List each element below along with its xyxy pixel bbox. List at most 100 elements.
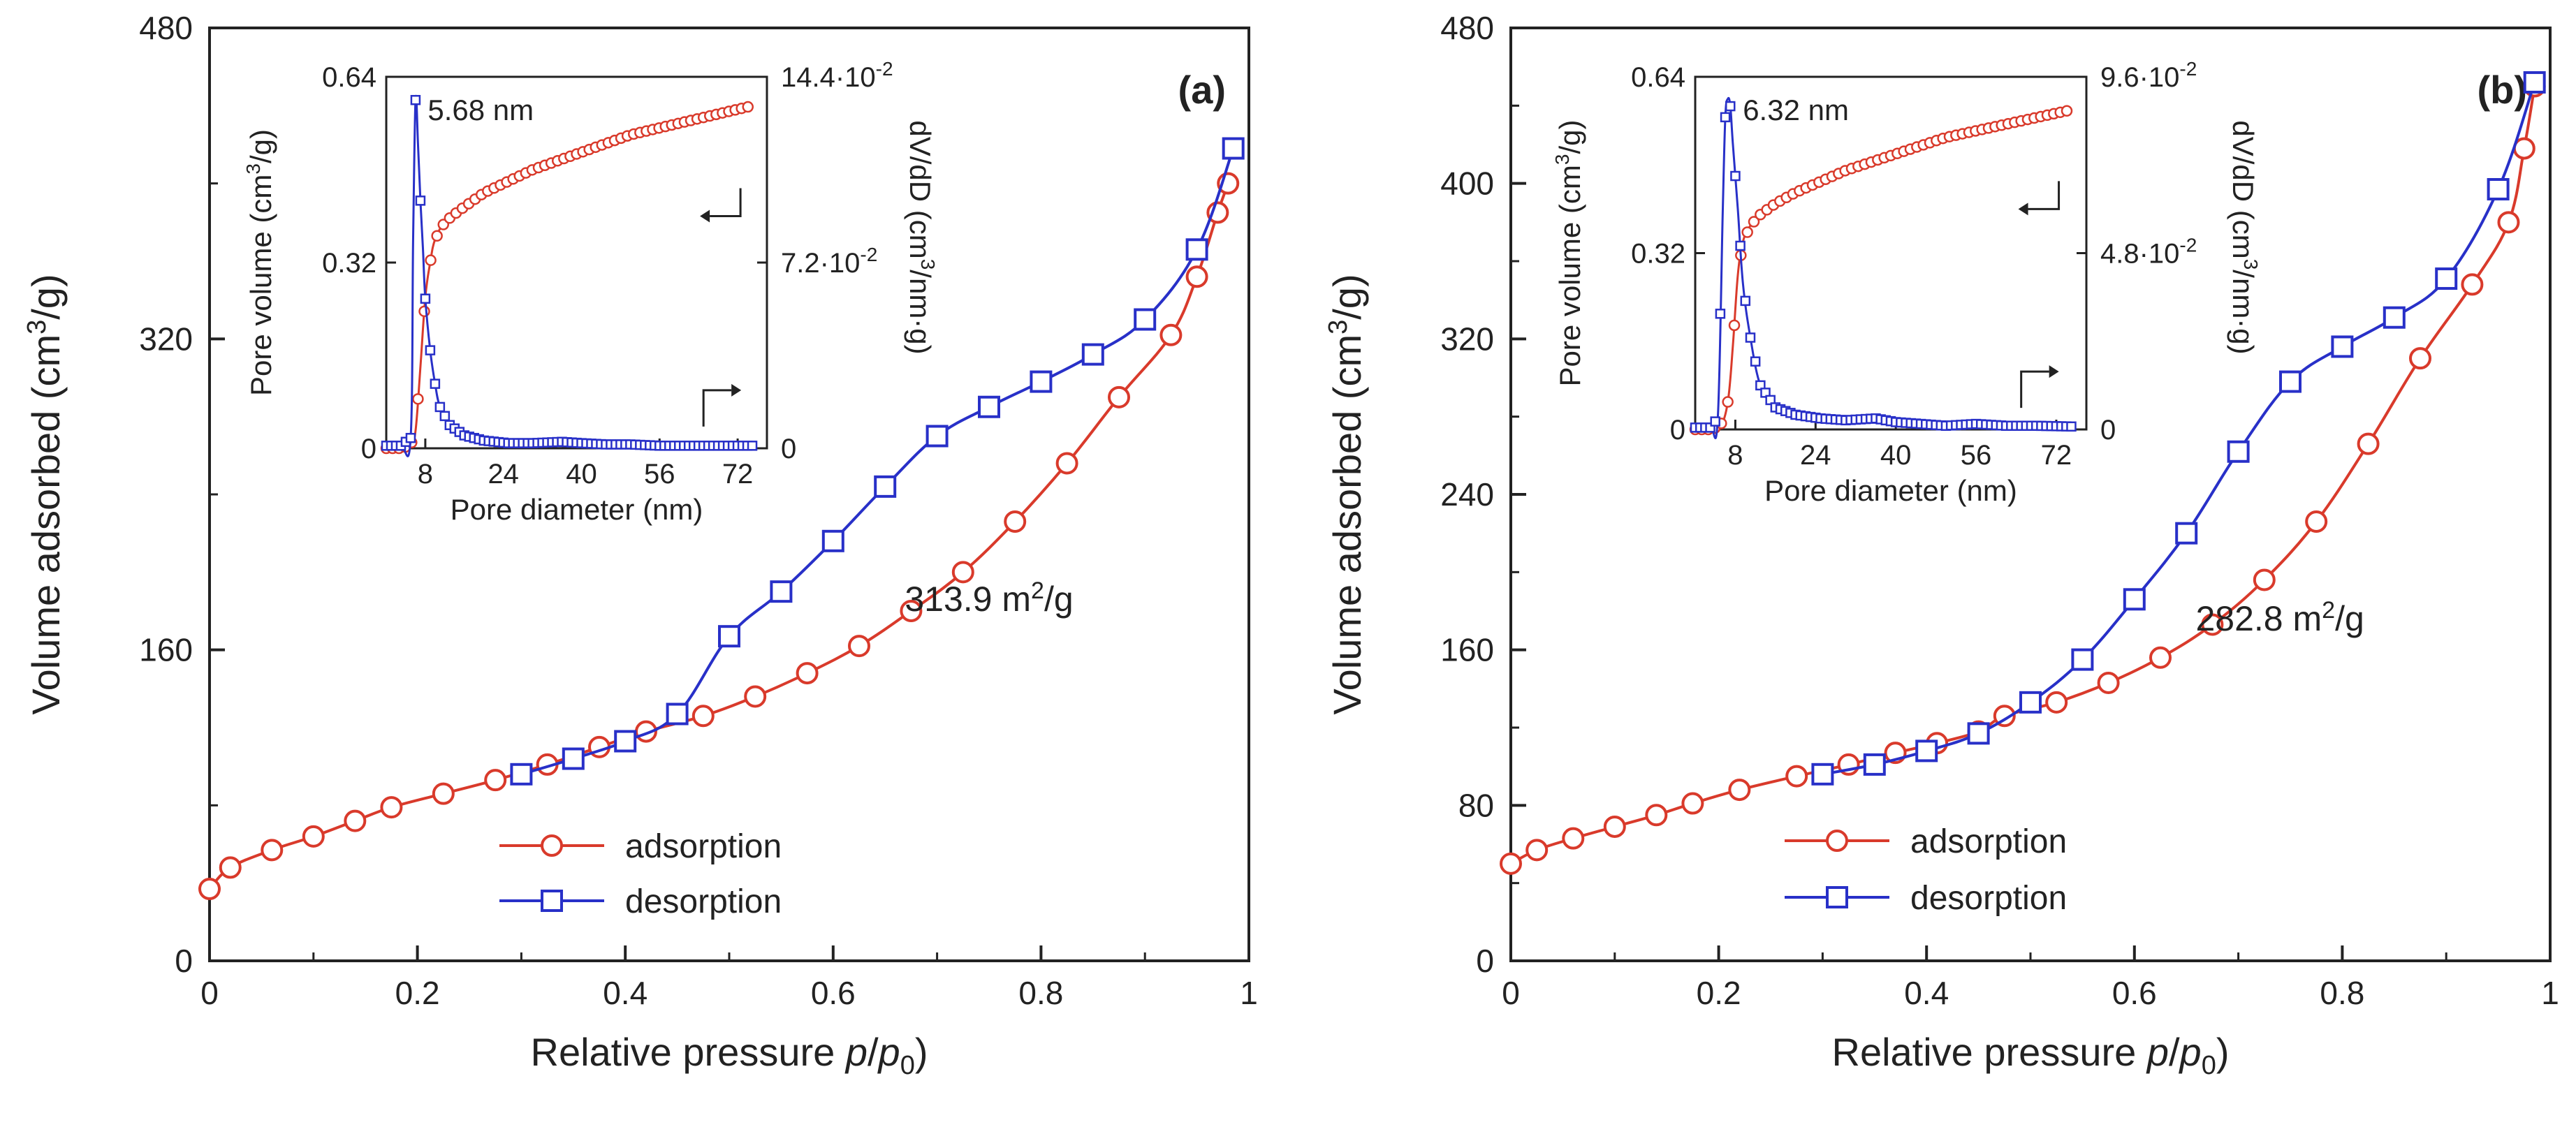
inset-dvdd-point xyxy=(1730,170,1741,182)
adsorption-point xyxy=(1681,792,1704,815)
inset-dvdd-point xyxy=(1740,295,1751,307)
x-tick-label: 0.6 xyxy=(2112,975,2157,1011)
desorption-point xyxy=(666,702,689,726)
adsorption-point xyxy=(2409,347,2431,370)
y-axis-label-sup: 3 xyxy=(1324,320,1353,334)
y-axis-label-main: Volume adsorbed (cm xyxy=(24,334,68,715)
inset-x-tick-label: 24 xyxy=(488,459,519,489)
desorption-point xyxy=(2279,370,2301,393)
surface-area-value: 313.9 xyxy=(905,580,1002,619)
inset-dvdd-point xyxy=(1710,416,1720,427)
right-axis-arrow-head xyxy=(731,383,742,397)
inset-pore-volume-point xyxy=(1728,319,1741,332)
adsorption-point xyxy=(1185,265,1208,288)
adsorption-point xyxy=(1645,804,1668,827)
inset-y-right-label-main: dV/dD (cm xyxy=(2227,120,2260,258)
inset-dvdd-point xyxy=(420,293,431,304)
y-tick-label: 160 xyxy=(1440,632,1494,668)
legend-marker-square xyxy=(1826,886,1848,908)
desorption-point xyxy=(978,395,1000,418)
inset-x-tick-label: 40 xyxy=(566,459,597,489)
surface-area-sup: 2 xyxy=(1031,577,1044,604)
desorption-point xyxy=(874,475,897,498)
adsorption-point xyxy=(2305,510,2328,533)
desorption-point xyxy=(770,580,793,603)
inset-pore-volume-point xyxy=(742,101,754,113)
desorption-point xyxy=(2019,691,2042,714)
desorption-point xyxy=(2123,588,2146,611)
x-axis-label-var: p xyxy=(2146,1030,2169,1074)
surface-area-end: /g xyxy=(2335,599,2364,638)
y-tick-label: 400 xyxy=(1440,165,1494,202)
inset-y-left-tick-label: 0.32 xyxy=(1631,239,1685,270)
y-tick-label: 480 xyxy=(139,10,193,46)
adsorption-point xyxy=(2497,211,2520,234)
inset-y-right-label-sup: 3 xyxy=(2240,259,2262,270)
y-tick-label: 80 xyxy=(1458,787,1494,823)
inset-frame xyxy=(385,75,768,450)
inset-y-left-label-end: /g) xyxy=(244,129,277,163)
inset-plot: 8 24 40 56 7200.320.6404.8·10-29.6·10-2Pore … xyxy=(1551,58,2262,507)
inset-x-axis-label: Pore diameter (nm) xyxy=(451,493,703,526)
left-axis-arrow xyxy=(710,188,742,217)
surface-area-annotation: 282.8 m2/g xyxy=(2195,597,2364,638)
panel-label: (b) xyxy=(2477,68,2527,112)
desorption-point xyxy=(1134,308,1157,331)
inset-y-left-label-sup: 3 xyxy=(242,163,264,175)
inset-dvdd-point xyxy=(415,196,426,206)
inset-pore-volume-point xyxy=(418,305,430,318)
right-axis-arrow xyxy=(702,389,732,427)
inset-y-left-label: Pore volume (cm3/g) xyxy=(242,129,277,396)
desorption-point xyxy=(2523,71,2546,94)
adsorption-point xyxy=(1500,852,1522,875)
inset-dvdd-point xyxy=(2066,421,2077,432)
inset-y-right-tick-label: 0 xyxy=(2100,415,2116,446)
desorption-point xyxy=(1915,739,1938,763)
inset-pore-volume-point xyxy=(1741,226,1753,238)
adsorption-point xyxy=(744,685,767,708)
inset-y-right-label-main: dV/dD (cm xyxy=(904,120,937,258)
inset-dvdd-point xyxy=(434,402,446,413)
adsorption-point xyxy=(2201,613,2224,636)
y-tick-label: 240 xyxy=(1440,476,1494,513)
inset-x-tick-label: 56 xyxy=(1961,440,1992,471)
x-tick-label: 0.6 xyxy=(811,975,856,1011)
desorption-point xyxy=(2227,440,2250,463)
desorption-point xyxy=(1030,370,1053,393)
right-axis-arrow xyxy=(2020,370,2049,408)
x-axis-label-sub: 0 xyxy=(2202,1051,2216,1080)
inset-dvdd-point xyxy=(425,345,436,355)
left-axis-arrow-head xyxy=(2018,202,2028,216)
inset-y-right-tick-mantissa: 9.6·10 xyxy=(2100,62,2179,93)
inset-y-left-tick-label: 0 xyxy=(361,434,376,464)
x-axis-label-var0: p xyxy=(2179,1030,2202,1074)
inset-y-right-tick-label: 9.6·10-2 xyxy=(2100,58,2197,93)
panel-label: (a) xyxy=(1178,68,1226,112)
inset-dvdd-point xyxy=(1750,356,1761,367)
adsorption-point xyxy=(1525,839,1549,862)
x-tick-label: 1 xyxy=(1240,975,1258,1011)
inset-y-right-label-end: /nm·g) xyxy=(904,270,937,354)
adsorption-point xyxy=(1004,510,1027,533)
y-tick-label: 480 xyxy=(1440,10,1494,46)
adsorption-point xyxy=(2097,671,2120,694)
y-tick-label: 0 xyxy=(175,943,193,979)
desorption-point xyxy=(1863,753,1886,776)
inset-dvdd-point xyxy=(1715,309,1726,319)
right-axis-arrow-head xyxy=(2049,365,2059,378)
legend-label-adsorption: adsorption xyxy=(625,828,782,865)
surface-area-unit: m xyxy=(1002,580,1031,619)
inset-pore-volume-point xyxy=(1722,396,1734,408)
surface-area-unit: m xyxy=(2292,599,2322,638)
x-tick-label: 0 xyxy=(200,975,219,1011)
x-axis-label-close: ) xyxy=(915,1030,928,1074)
y-axis-label-main: Volume adsorbed (cm xyxy=(1325,334,1369,715)
inset-y-right-label-sup: 3 xyxy=(917,259,939,270)
inset-x-tick-label: 8 xyxy=(418,459,433,489)
inset-y-right-tick-mantissa: 0 xyxy=(2100,415,2116,446)
inset-pore-volume-point xyxy=(412,393,424,405)
adsorption-point xyxy=(1785,765,1808,788)
adsorption-point xyxy=(344,809,367,832)
adsorption-point xyxy=(1108,385,1130,408)
